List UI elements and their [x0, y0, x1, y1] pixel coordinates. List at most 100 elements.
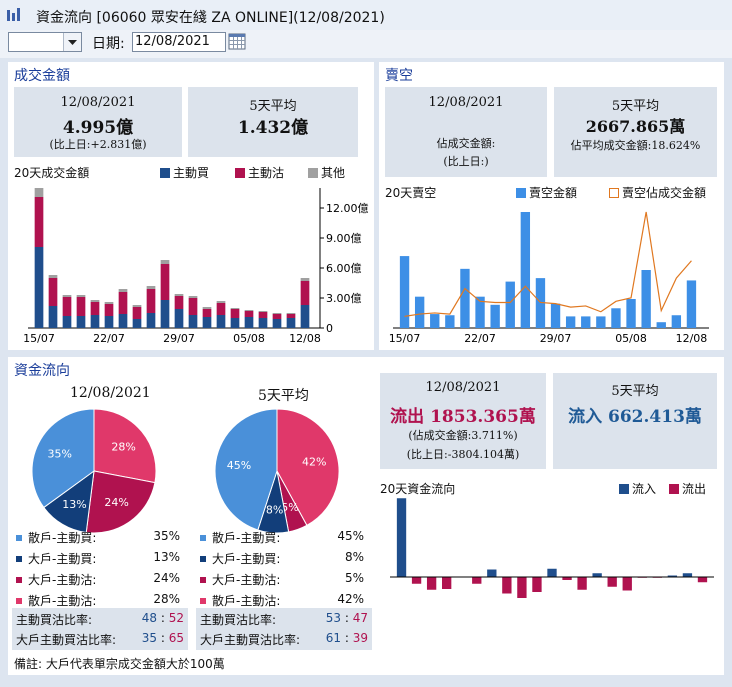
bar: [258, 311, 268, 312]
ratio-row: 主動買沽比率: 53 : 47: [200, 611, 368, 627]
legend-sell: 主動沽: [235, 164, 284, 181]
bar: [244, 317, 254, 328]
pie-slice: [93, 408, 157, 484]
bar: [272, 319, 282, 328]
flow-day-pct: (佔成交金額:3.711%): [408, 429, 518, 442]
bar: [626, 299, 636, 328]
bar: [445, 315, 455, 328]
bar: [76, 295, 86, 297]
flow-day-value: 流出 1853.365萬: [390, 407, 536, 427]
bar: [686, 280, 697, 328]
bar: [216, 315, 226, 328]
x-tick-label: 12/08: [676, 332, 708, 345]
bar: [682, 573, 693, 577]
bar: [300, 281, 310, 305]
bar: [202, 309, 212, 317]
bar: [532, 577, 542, 592]
pie-slice: [276, 408, 340, 527]
table-row: 散戶-主動沽: 28%: [14, 592, 186, 612]
bar: [160, 260, 170, 264]
turnover-day-date: 12/08/2021: [60, 95, 136, 110]
pie-label: 24%: [104, 496, 128, 509]
bar: [48, 278, 58, 306]
x-tick-label: 22/07: [93, 332, 125, 345]
bar: [577, 577, 587, 590]
short-avg-label: 5天平均: [611, 99, 660, 114]
bar: [272, 314, 282, 319]
bar: [132, 319, 142, 328]
flow-panel: 資金流向 12/08/2021 5天平均 28% 24% 13% 35% 42% 5% 8…: [8, 357, 724, 675]
turnover-day-value: 4.995億: [62, 118, 134, 138]
legend-other: 其他: [308, 164, 345, 181]
legend-short-amount: 賣空金額: [516, 184, 577, 201]
bar: [188, 315, 198, 328]
ratio-row: 大戶主動買沽比率: 35 : 65: [16, 631, 184, 647]
toolbar: [0, 30, 732, 58]
avg-breakdown-table: 散戶-主動買: 45% 大戶-主動買: 8% 大戶-主動沽: 5% 散戶-主動沽: 42…: [198, 529, 370, 613]
bar: [517, 577, 527, 598]
bar: [160, 264, 170, 300]
date-field[interactable]: 12/08/2021: [132, 32, 226, 52]
bar: [520, 212, 531, 328]
bar: [244, 311, 254, 317]
bar: [230, 308, 240, 309]
chevron-down-icon[interactable]: [63, 33, 81, 51]
short-avg-value: 2667.865萬: [585, 117, 686, 136]
pie-avg-title: 5天平均: [258, 388, 309, 404]
pie-label: 13%: [62, 498, 86, 511]
bar: [90, 300, 100, 302]
bar: [396, 498, 407, 577]
bar: [442, 577, 452, 589]
x-tick-label: 29/07: [163, 332, 195, 345]
x-tick-label: 05/08: [615, 332, 647, 345]
bar: [244, 310, 254, 311]
pie-label: 42%: [302, 455, 326, 468]
bar: [258, 312, 268, 318]
bar: [118, 289, 128, 292]
app-icon: [7, 8, 20, 21]
x-tick-label: 05/08: [233, 332, 265, 345]
y-tick-label: 6.00億: [326, 262, 362, 275]
flow-avg-box: 5天平均 流入 662.413萬: [553, 373, 717, 469]
bar: [90, 315, 100, 328]
bar: [562, 577, 572, 580]
bar: [286, 313, 296, 314]
short-day-box: 12/08/2021 佔成交金額: (比上日:): [385, 87, 547, 177]
y-tick-label: 9.00億: [326, 232, 362, 245]
short-avg-box: 5天平均 2667.865萬 佔平均成交金額:18.624%: [554, 87, 717, 177]
bar: [596, 316, 606, 328]
bar: [230, 318, 240, 328]
bar: [62, 295, 72, 297]
bar: [502, 577, 512, 594]
short-panel: 賣空 12/08/2021 佔成交金額: (比上日:) 5天平均 2667.86…: [379, 62, 724, 350]
bar: [460, 268, 470, 328]
turnover-title: 成交金額: [14, 68, 70, 84]
bar: [592, 573, 602, 577]
window-title: 資金流向 [06060 眾安在綫 ZA ONLINE](12/08/2021): [36, 10, 385, 26]
flow-avg-value: 流入 662.413萬: [568, 407, 702, 427]
turnover-chart: 12.00億 9.00億 6.00億 3.00億 0 15/07 22/07 29/07 05/…: [23, 188, 369, 345]
pie-slice: [31, 408, 95, 509]
table-row: 大戶-主動沽: 24%: [14, 571, 186, 591]
stock-combo[interactable]: [8, 32, 82, 52]
bar: [300, 278, 310, 281]
table-row: 大戶-主動買: 13%: [14, 550, 186, 570]
pie-label: 35%: [48, 448, 72, 461]
turnover-day-change: (比上日:+2.831億): [49, 138, 147, 151]
title-bar: 資金流向 [06060 眾安在綫 ZA ONLINE](12/08/2021): [0, 0, 732, 31]
calendar-icon[interactable]: [228, 33, 246, 50]
bar: [202, 317, 212, 328]
bar: [104, 316, 114, 328]
bar: [188, 298, 198, 315]
bar: [76, 316, 86, 328]
bar: [611, 308, 621, 328]
bar: [581, 316, 591, 328]
flow-day-box: 12/08/2021 流出 1853.365萬 (佔成交金額:3.711%) (…: [380, 373, 546, 469]
bar: [286, 314, 296, 318]
bar: [202, 307, 212, 309]
bar: [641, 270, 651, 328]
flow-chart: [390, 498, 714, 598]
short-title: 賣空: [385, 68, 413, 84]
table-row: 大戶-主動買: 8%: [198, 550, 370, 570]
bar: [656, 322, 666, 328]
